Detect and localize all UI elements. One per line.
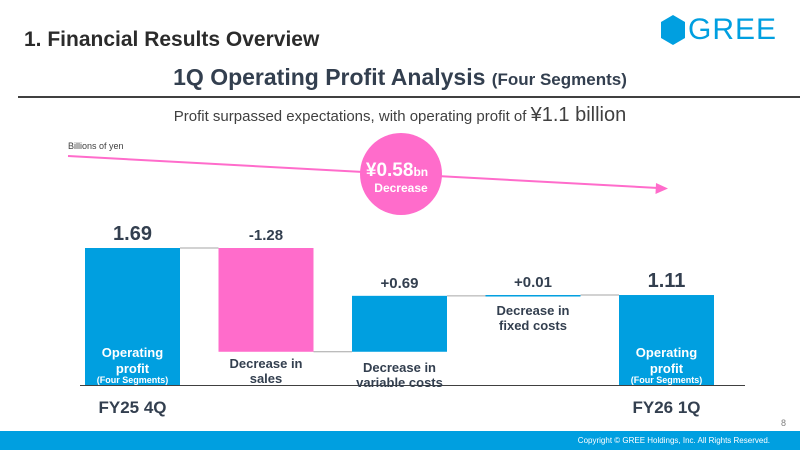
title-divider bbox=[18, 96, 800, 98]
x-tick-label-0: FY25 4Q bbox=[98, 398, 166, 417]
bar-label-0-line2: profit bbox=[116, 361, 150, 376]
annotation-value: ¥0.58bn bbox=[366, 160, 428, 181]
annotation-suffix: bn bbox=[413, 165, 428, 179]
copyright: Copyright © GREE Holdings, Inc. All Righ… bbox=[577, 436, 770, 445]
section-title: 1. Financial Results Overview bbox=[24, 28, 320, 51]
bar-label-2-line1: Decrease in bbox=[363, 360, 436, 375]
bar-label-1-line2: sales bbox=[250, 371, 283, 386]
annotation-circle bbox=[360, 133, 442, 215]
bar-label-4-line1: Operating bbox=[636, 345, 697, 360]
subtitle-value: ¥1.1 billion bbox=[530, 104, 627, 126]
bar-4 bbox=[619, 295, 714, 385]
value-label-4: 1.11 bbox=[648, 270, 686, 292]
page-number: 8 bbox=[780, 418, 786, 428]
gree-logo bbox=[661, 15, 685, 45]
value-label-1: -1.28 bbox=[249, 227, 283, 244]
value-label-3: +0.01 bbox=[514, 274, 552, 291]
bar-2 bbox=[352, 295, 447, 352]
subtitle: Profit surpassed expectations, with oper… bbox=[0, 104, 800, 127]
value-label-0: 1.69 bbox=[113, 223, 152, 245]
bar-label-3-line2: fixed costs bbox=[499, 318, 567, 333]
bar-0 bbox=[85, 248, 180, 385]
bar-3 bbox=[485, 295, 581, 297]
unit-label: Billions of yen bbox=[68, 141, 124, 151]
trend-arrow-head-icon bbox=[655, 183, 668, 194]
bar-label-2-line2: variable costs bbox=[356, 375, 443, 390]
bar-label-1-line1: Decrease in bbox=[230, 356, 303, 371]
main-title: 1Q Operating Profit Analysis (Four Segme… bbox=[0, 64, 800, 91]
bar-label-4-line3: (Four Segments) bbox=[631, 375, 703, 385]
subtitle-prefix: Profit surpassed expectations, with oper… bbox=[173, 108, 531, 125]
x-tick-label-1: FY26 1Q bbox=[632, 398, 700, 417]
bar-label-0-line1: Operating bbox=[102, 345, 163, 360]
main-title-sub: (Four Segments) bbox=[491, 70, 627, 89]
bar-label-3-line1: Decrease in bbox=[497, 303, 570, 318]
logo-text: GREE bbox=[688, 13, 778, 46]
value-label-2: +0.69 bbox=[381, 275, 419, 292]
footer-bar bbox=[0, 431, 800, 450]
bar-label-4-line2: profit bbox=[650, 361, 684, 376]
logo-hexagon-icon bbox=[661, 15, 685, 45]
bar-1 bbox=[218, 248, 314, 352]
bar-label-0-line3: (Four Segments) bbox=[97, 375, 169, 385]
annotation-text: Decrease bbox=[374, 181, 428, 195]
main-title-text: 1Q Operating Profit Analysis bbox=[173, 64, 486, 90]
